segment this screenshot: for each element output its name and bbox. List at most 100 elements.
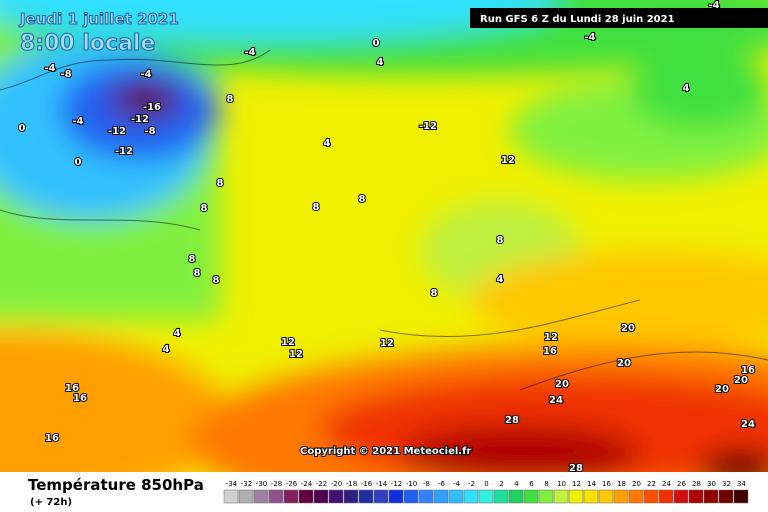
contour-label: 16	[45, 433, 59, 444]
contour-label: 20	[734, 375, 748, 386]
legend-label: 34	[737, 480, 746, 488]
contour-label: 4	[324, 138, 331, 149]
contour-label: 12	[289, 349, 303, 360]
legend-label: 26	[677, 480, 686, 488]
contour-label: 8	[189, 254, 196, 265]
legend-swatch	[373, 489, 389, 504]
contour-label: -12	[131, 114, 149, 125]
legend-label: 4	[514, 480, 519, 488]
legend-swatch	[688, 489, 704, 504]
contour-label: 4	[683, 83, 690, 94]
legend-swatch	[238, 489, 254, 504]
contour-label: 8	[213, 275, 220, 286]
legend-swatch	[643, 489, 659, 504]
map-date: Jeudi 1 juillet 2021	[19, 10, 179, 28]
legend-swatch	[538, 489, 554, 504]
legend-label: 10	[557, 480, 566, 488]
contour-label: 20	[715, 384, 729, 395]
contour-label: 8	[313, 202, 320, 213]
legend-swatch	[463, 489, 479, 504]
legend-swatch	[343, 489, 359, 504]
legend-label: 30	[707, 480, 716, 488]
contour-label: 24	[741, 419, 755, 430]
contour-label: -4	[72, 116, 83, 127]
contour-label: -12	[419, 121, 437, 132]
contour-label: -8	[60, 69, 71, 80]
coastline	[0, 49, 768, 391]
legend-label: 28	[692, 480, 701, 488]
legend-swatch	[283, 489, 299, 504]
contour-label: 8	[194, 268, 201, 279]
contour-label: -4	[244, 47, 255, 58]
legend-swatch	[598, 489, 614, 504]
run-info: Run GFS 6 Z du Lundi 28 juin 2021	[480, 14, 675, 25]
legend-swatch	[703, 489, 719, 504]
legend-label: -14	[376, 480, 388, 488]
legend-label: 18	[617, 480, 626, 488]
legend-swatch	[583, 489, 599, 504]
legend-label: -26	[286, 480, 298, 488]
legend-label: 32	[722, 480, 731, 488]
legend-label: 14	[587, 480, 596, 488]
contour-label: 8	[431, 288, 438, 299]
contour-label: -16	[143, 102, 161, 113]
legend-label: 6	[529, 480, 534, 488]
legend-label: 8	[544, 480, 548, 488]
legend-label: -10	[406, 480, 417, 488]
contour-label: 12	[380, 338, 394, 349]
contour-label: 28	[505, 415, 519, 426]
contour-label: 8	[201, 203, 208, 214]
legend-label: -20	[331, 480, 342, 488]
contour-label: 8	[497, 235, 504, 246]
contour-label: -4	[584, 32, 595, 43]
legend-swatch	[568, 489, 584, 504]
contour-label: 4	[163, 344, 170, 355]
legend-label: 12	[572, 480, 581, 488]
contour-label: 16	[543, 346, 557, 357]
legend-label: -32	[241, 480, 252, 488]
legend-swatch	[718, 489, 734, 504]
legend-label: 20	[632, 480, 641, 488]
contour-label: 16	[73, 393, 87, 404]
contour-label: 16	[741, 365, 755, 376]
legend-swatch	[673, 489, 689, 504]
legend-label: -18	[346, 480, 357, 488]
contour-label: 8	[227, 94, 234, 105]
legend-swatch	[313, 489, 329, 504]
contour-label: 8	[217, 178, 224, 189]
legend-swatch	[433, 489, 449, 504]
contour-label: 0	[373, 38, 380, 49]
run-bar	[470, 8, 768, 28]
legend-label: -16	[361, 480, 373, 488]
footer-title: Température 850hPa	[28, 476, 204, 494]
contour-label: 24	[549, 395, 563, 406]
contour-label: 12	[544, 332, 558, 343]
map-time: 8:00 locale	[20, 31, 155, 56]
legend-swatch	[628, 489, 644, 504]
contour-label: 4	[497, 274, 504, 285]
legend-swatch	[388, 489, 404, 504]
contour-labels: -404-4-4-4-8 -4-16-128-4-12 -8-1200-121244…	[18, 0, 756, 475]
contour-label: -12	[115, 146, 133, 157]
legend-label: 2	[499, 480, 503, 488]
legend-swatch	[508, 489, 524, 504]
contour-label: 20	[621, 323, 635, 334]
contour-label: 12	[281, 337, 295, 348]
contour-label: -12	[108, 126, 126, 137]
legend-swatch	[733, 489, 749, 504]
contour-label: -4	[708, 0, 719, 11]
legend-swatch	[553, 489, 569, 504]
legend-label: -28	[271, 480, 282, 488]
legend-label: -30	[256, 480, 267, 488]
legend-label: -8	[423, 480, 430, 488]
legend-swatch	[658, 489, 674, 504]
legend-swatch	[253, 489, 269, 504]
legend-swatch	[493, 489, 509, 504]
legend-swatch	[523, 489, 539, 504]
legend-swatch	[478, 489, 494, 504]
legend-swatch	[328, 489, 344, 504]
legend-swatch	[418, 489, 434, 504]
contour-label: 0	[19, 123, 26, 134]
footer-lead: (+ 72h)	[30, 497, 72, 508]
